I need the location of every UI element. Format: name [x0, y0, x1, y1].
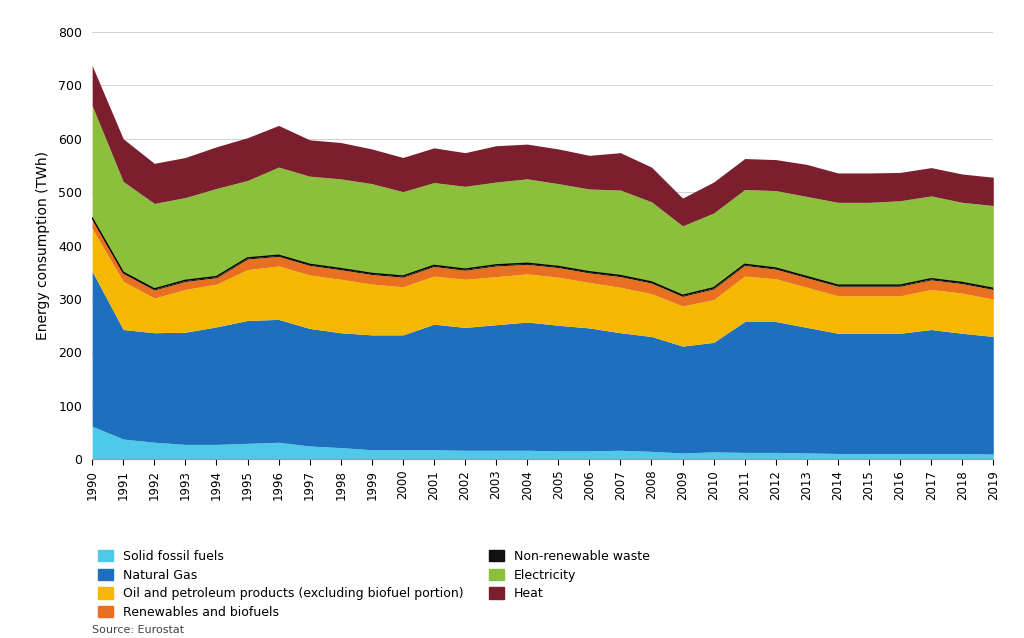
Text: Source: Eurostat: Source: Eurostat — [92, 625, 184, 635]
Legend: Solid fossil fuels, Natural Gas, Oil and petroleum products (excluding biofuel p: Solid fossil fuels, Natural Gas, Oil and… — [98, 550, 650, 619]
Y-axis label: Energy consumption (TWh): Energy consumption (TWh) — [36, 151, 50, 340]
